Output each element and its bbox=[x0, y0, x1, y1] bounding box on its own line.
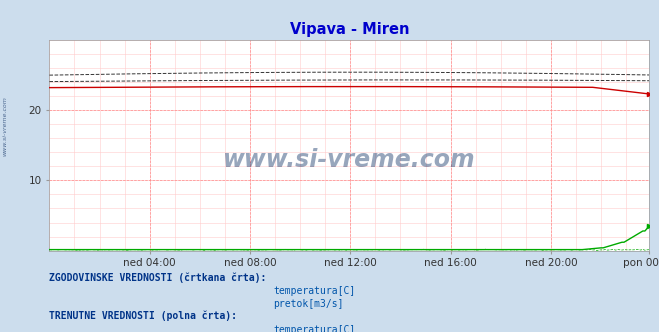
Title: Vipava - Miren: Vipava - Miren bbox=[289, 22, 409, 37]
Text: temperatura[C]: temperatura[C] bbox=[273, 287, 356, 296]
Text: temperatura[C]: temperatura[C] bbox=[273, 325, 356, 332]
Text: www.si-vreme.com: www.si-vreme.com bbox=[3, 96, 8, 156]
Text: www.si-vreme.com: www.si-vreme.com bbox=[223, 148, 476, 172]
Text: ZGODOVINSKE VREDNOSTI (črtkana črta):: ZGODOVINSKE VREDNOSTI (črtkana črta): bbox=[49, 272, 267, 283]
Text: pretok[m3/s]: pretok[m3/s] bbox=[273, 299, 344, 309]
Text: TRENUTNE VREDNOSTI (polna črta):: TRENUTNE VREDNOSTI (polna črta): bbox=[49, 311, 237, 321]
